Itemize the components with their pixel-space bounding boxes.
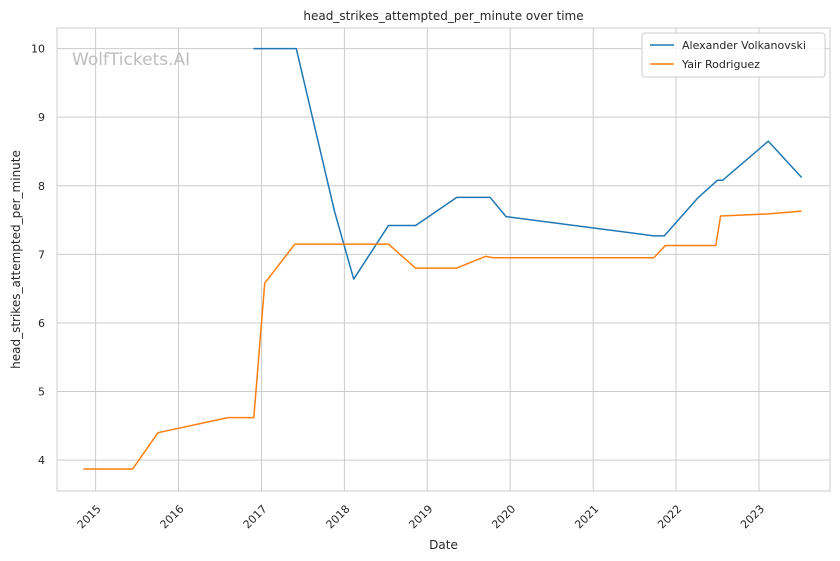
y-axis-label: head_strikes_attempted_per_minute xyxy=(9,150,23,369)
series-line-1 xyxy=(253,47,803,280)
y-tick-label: 6 xyxy=(38,317,45,330)
watermark: WolfTickets.AI xyxy=(72,50,190,70)
legend-box xyxy=(641,32,826,78)
y-tick-label: 8 xyxy=(38,180,45,193)
y-tick-label: 10 xyxy=(31,43,45,56)
legend: Alexander Volkanovski Yair Rodriguez xyxy=(641,32,826,78)
series-group xyxy=(83,47,803,470)
chart-title: head_strikes_attempted_per_minute over t… xyxy=(303,9,583,23)
legend-label-1: Alexander Volkanovski xyxy=(682,39,806,52)
x-axis-label: Date xyxy=(429,538,458,552)
y-tick-label: 9 xyxy=(38,111,45,124)
series-line-2 xyxy=(83,210,802,470)
y-tick-labels: 4 5 6 7 8 9 10 xyxy=(31,43,45,468)
y-tick-label: 7 xyxy=(38,248,45,261)
y-tick-label: 5 xyxy=(38,386,45,399)
plot-frame xyxy=(56,27,831,492)
grid xyxy=(57,28,830,491)
legend-label-2: Yair Rodriguez xyxy=(681,58,760,71)
y-tick-label: 4 xyxy=(38,454,45,467)
